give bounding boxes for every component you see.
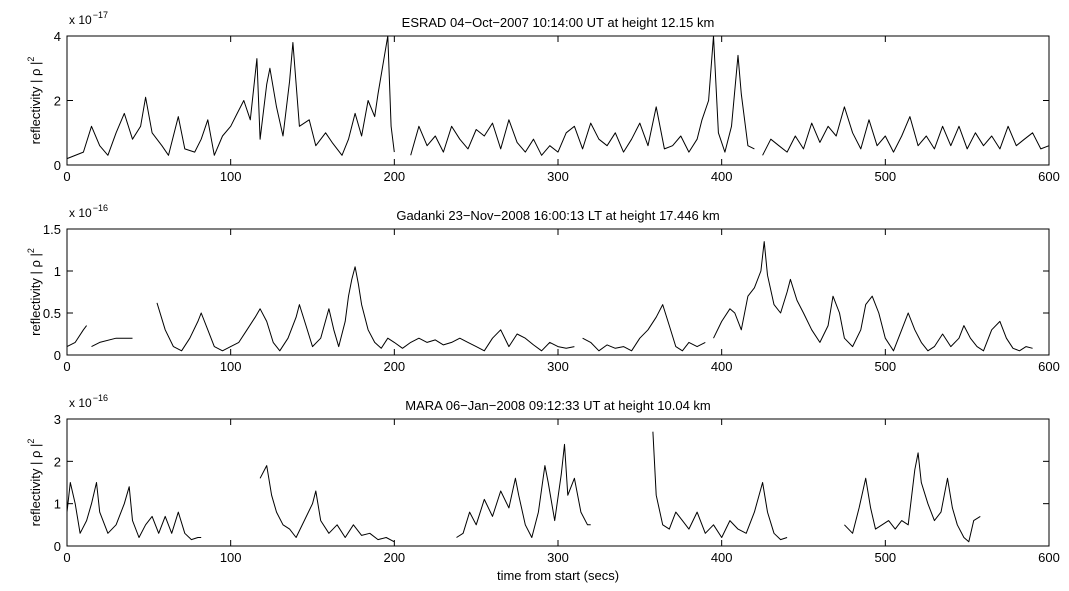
- series-line-segment: [713, 241, 1033, 352]
- x-tick-label: 600: [1038, 359, 1060, 374]
- series-line-segment: [762, 106, 1050, 156]
- y-axis-label-text: reflectivity | ρ |: [28, 62, 43, 145]
- y-tick-label: 0.5: [43, 306, 61, 321]
- y-tick-label: 0: [54, 539, 61, 554]
- y-axis-label-sup: 2: [26, 248, 36, 253]
- y-exponent-label: x 10−16: [69, 203, 108, 220]
- y-axis-label: reflectivity | ρ |2: [26, 57, 43, 145]
- y-tick-label: 0: [54, 348, 61, 363]
- exponent-base: x 10: [69, 206, 92, 220]
- y-tick-label: 1: [54, 264, 61, 279]
- x-tick-label: 100: [220, 359, 242, 374]
- series-line-segment: [66, 325, 87, 348]
- series-line-segment: [66, 482, 202, 541]
- panel-3: MARA 06−Jan−2008 09:12:33 UT at height 1…: [26, 393, 1060, 583]
- plot-frame: [66, 228, 1050, 356]
- y-axis-label-sup: 2: [26, 57, 36, 62]
- x-tick-label: 500: [874, 169, 896, 184]
- series-line-segment: [652, 431, 788, 541]
- chart-title: Gadanki 23−Nov−2008 16:00:13 LT at heigh…: [396, 208, 719, 223]
- y-tick-label: 3: [54, 412, 61, 427]
- x-tick-label: 400: [711, 169, 733, 184]
- series-line-segment: [582, 304, 706, 352]
- y-exponent-label: x 10−16: [69, 393, 108, 410]
- y-tick-label: 2: [54, 94, 61, 109]
- chart-title: ESRAD 04−Oct−2007 10:14:00 UT at height …: [402, 15, 715, 30]
- x-tick-label: 300: [547, 550, 569, 565]
- y-axis-label-text: reflectivity | ρ |: [28, 444, 43, 527]
- y-axis-label: reflectivity | ρ |2: [26, 248, 43, 336]
- x-tick-label: 300: [547, 359, 569, 374]
- x-tick-label: 0: [63, 359, 70, 374]
- series-line-segment: [456, 443, 591, 538]
- y-tick-label: 1: [54, 497, 61, 512]
- series-line-segment: [91, 337, 133, 348]
- x-tick-label: 600: [1038, 169, 1060, 184]
- exponent-power: −16: [93, 393, 108, 403]
- series-line-segment: [66, 35, 395, 160]
- exponent-power: −16: [93, 203, 108, 213]
- chart-title: MARA 06−Jan−2008 09:12:33 UT at height 1…: [405, 398, 710, 413]
- exponent-base: x 10: [69, 13, 92, 27]
- series-line-segment: [156, 266, 575, 352]
- x-tick-label: 100: [220, 550, 242, 565]
- x-tick-label: 100: [220, 169, 242, 184]
- y-exponent-label: x 10−17: [69, 10, 108, 27]
- y-tick-label: 0: [54, 158, 61, 173]
- x-tick-label: 0: [63, 550, 70, 565]
- series-line-segment: [259, 465, 395, 543]
- panel-1: ESRAD 04−Oct−2007 10:14:00 UT at height …: [26, 10, 1060, 184]
- exponent-base: x 10: [69, 396, 92, 410]
- x-tick-label: 0: [63, 169, 70, 184]
- y-axis-label: reflectivity | ρ |2: [26, 439, 43, 527]
- x-tick-label: 300: [547, 169, 569, 184]
- x-tick-label: 200: [383, 169, 405, 184]
- x-tick-label: 400: [711, 359, 733, 374]
- plot-frame: [66, 418, 1050, 547]
- exponent-power: −17: [93, 10, 108, 20]
- x-tick-label: 400: [711, 550, 733, 565]
- series-line-segment: [844, 452, 981, 543]
- x-tick-label: 200: [383, 550, 405, 565]
- x-tick-label: 200: [383, 359, 405, 374]
- y-axis-label-text: reflectivity | ρ |: [28, 253, 43, 336]
- panel-2: Gadanki 23−Nov−2008 16:00:13 LT at heigh…: [26, 203, 1060, 374]
- y-tick-label: 4: [54, 29, 61, 44]
- y-tick-label: 2: [54, 454, 61, 469]
- plot-frame: [66, 35, 1050, 166]
- x-tick-label: 500: [874, 359, 896, 374]
- y-tick-label: 1.5: [43, 222, 61, 237]
- x-tick-label: 500: [874, 550, 896, 565]
- y-axis-label-sup: 2: [26, 439, 36, 444]
- x-axis-label: time from start (secs): [497, 568, 619, 583]
- series-line-segment: [410, 35, 755, 156]
- x-tick-label: 600: [1038, 550, 1060, 565]
